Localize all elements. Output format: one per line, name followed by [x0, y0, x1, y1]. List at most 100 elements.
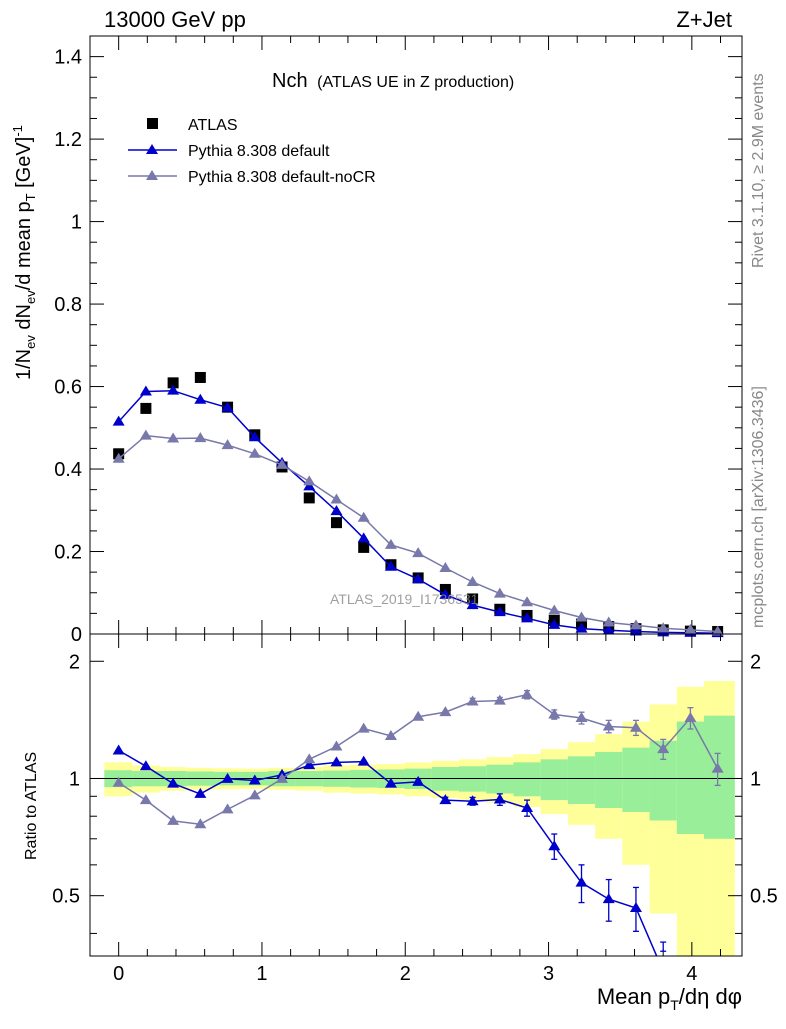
nocr-data-point — [248, 447, 261, 458]
default-ratio-point — [167, 777, 180, 788]
nocr-data-point — [167, 432, 180, 443]
ratio-axis-ticks: 0.5 0.5 1 1 2 2 0 1 2 3 4 — [52, 634, 778, 985]
nocr-ratio-point — [194, 818, 207, 829]
green-band-bin — [595, 751, 623, 808]
default-ratio-point — [439, 794, 452, 805]
default-data-point — [412, 573, 425, 584]
ratio-y-tick-label: 2 — [69, 651, 80, 673]
ratio-y-axis-label: Ratio to ATLAS — [23, 752, 40, 860]
nocr-data-point — [657, 622, 670, 633]
atlas-data-point — [303, 492, 315, 504]
green-band-bin — [486, 764, 514, 794]
x-tick-label: 3 — [543, 963, 554, 985]
default-ratio-point — [493, 793, 506, 804]
nocr-ratio-point — [575, 711, 588, 722]
nocr-data-point — [602, 616, 615, 627]
nocr-ratio-point — [330, 740, 343, 751]
default-data-point — [139, 385, 152, 396]
default-data-point — [548, 618, 561, 629]
atlas-data-point — [140, 402, 152, 414]
green-band-bin — [513, 762, 541, 797]
nocr-ratio-point — [439, 706, 452, 717]
legend: ATLAS Pythia 8.308 default Pythia 8.308 … — [128, 117, 376, 186]
header-left: 13000 GeV pp — [104, 7, 246, 32]
nocr-data-point — [221, 439, 234, 450]
x-axis-label: Mean pT/dη dφ — [597, 984, 742, 1013]
default-data-point — [248, 431, 261, 442]
atlas-data-point — [467, 593, 479, 605]
default-ratio-point — [194, 787, 207, 798]
nocr-ratio-point — [548, 708, 561, 719]
nocr-ratio-point — [248, 789, 261, 800]
nocr-ratio-point — [221, 803, 234, 814]
main-y-tick-label: 0.4 — [54, 459, 82, 481]
main-title: Nch (ATLAS UE in Z production) — [272, 70, 514, 92]
ratio-y-tick-label: 0.5 — [52, 886, 80, 908]
nocr-data-point — [139, 429, 152, 440]
x-tick-label: 4 — [686, 963, 697, 985]
atlas-data-point — [358, 541, 370, 553]
green-band-bin — [704, 715, 735, 839]
legend-label-atlas: ATLAS — [188, 117, 238, 134]
legend-marker-default — [146, 144, 158, 154]
default-ratio-point — [357, 755, 370, 766]
default-ratio-point — [248, 774, 261, 785]
nocr-ratio-point — [384, 729, 397, 740]
atlas-data-point — [330, 517, 342, 529]
default-ratio-point — [303, 759, 316, 770]
default-data-point — [221, 401, 234, 412]
nocr-ratio-point — [466, 695, 479, 706]
default-ratio-point — [330, 756, 343, 767]
analysis-watermark: ATLAS_2019_I1736531 — [330, 591, 479, 607]
nocr-ratio-point — [493, 694, 506, 705]
legend-label-nocr: Pythia 8.308 default-noCR — [188, 169, 376, 186]
ratio-series-layer — [112, 688, 724, 956]
nocr-data-point — [276, 458, 289, 469]
x-tick-label: 0 — [113, 963, 124, 985]
green-band-bin — [567, 756, 596, 804]
default-data-point — [629, 625, 642, 636]
nocr-ratio-point — [711, 762, 724, 773]
default-ratio-point — [602, 893, 615, 904]
nocr-data-point — [629, 619, 642, 630]
default-ratio-point — [575, 876, 588, 887]
atlas-data-point — [167, 377, 179, 389]
nocr-ratio-point — [167, 814, 180, 825]
green-band-bin — [540, 759, 568, 801]
nocr-data-point — [412, 547, 425, 558]
main-y-tick-label: 0.6 — [54, 377, 82, 399]
nocr-ratio-point — [303, 753, 316, 764]
ratio-y-tick-label-right: 0.5 — [750, 886, 778, 908]
default-ratio-point — [412, 775, 425, 786]
default-data-point — [194, 393, 207, 404]
nocr-ratio-point — [139, 794, 152, 805]
main-y-tick-label: 0 — [71, 624, 82, 646]
default-data-point — [575, 622, 588, 633]
main-y-tick-label: 1 — [71, 212, 82, 234]
nocr-data-point — [711, 625, 724, 636]
default-ratio-point — [139, 760, 152, 771]
main-y-tick-label: 0.2 — [54, 542, 82, 564]
legend-label-default: Pythia 8.308 default — [188, 143, 330, 160]
nocr-ratio-point — [684, 711, 697, 722]
default-data-point — [493, 606, 506, 617]
default-ratio-point — [466, 795, 479, 806]
default-ratio-point — [221, 772, 234, 783]
ratio-panel-frame — [89, 633, 743, 957]
main-y-tick-label: 1.2 — [54, 129, 82, 151]
nocr-data-point — [548, 604, 561, 615]
default-ratio-point — [548, 840, 561, 851]
default-ratio-point — [384, 777, 397, 788]
nocr-data-point — [575, 611, 588, 622]
nocr-data-point — [112, 452, 125, 463]
default-data-point — [384, 560, 397, 571]
nocr-data-point — [194, 432, 207, 443]
nocr-data-point — [384, 538, 397, 549]
nocr-data-point — [357, 511, 370, 522]
nocr-data-point — [439, 562, 452, 573]
default-ratio-line — [118, 749, 658, 956]
ratio-y-tick-label-right: 1 — [750, 768, 761, 790]
nocr-data-point — [684, 623, 697, 634]
default-data-point — [357, 532, 370, 543]
